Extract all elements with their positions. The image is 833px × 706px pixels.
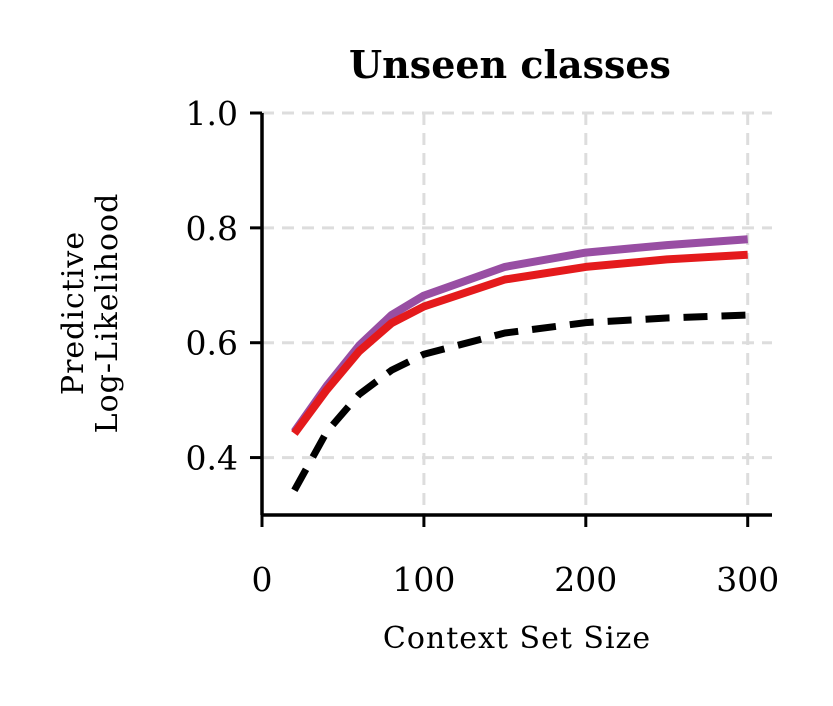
x-axis-label: Context Set Size (383, 621, 651, 656)
y-tick-label: 0.8 (186, 209, 238, 248)
series-layer (291, 235, 748, 492)
x-ticks: 0 100 200 300 (252, 515, 779, 599)
series-line-2 (291, 250, 748, 436)
series-line-3 (291, 311, 748, 492)
x-tick-label: 200 (554, 560, 617, 599)
y-axis-label-line2: Log-Likelihood (90, 193, 125, 434)
x-tick-label: 0 (252, 560, 273, 599)
y-tick-label: 1.0 (186, 94, 238, 133)
series-line-1 (291, 235, 748, 435)
chart-title: Unseen classes (349, 42, 671, 87)
x-tick-label: 100 (392, 560, 455, 599)
x-tick-label: 300 (716, 560, 779, 599)
y-ticks: 0.4 0.6 0.8 1.0 (186, 94, 262, 478)
grid (262, 111, 772, 515)
y-tick-label: 0.6 (186, 324, 238, 363)
y-tick-label: 0.4 (186, 439, 238, 478)
y-axis-label-line1: Predictive (56, 231, 91, 395)
axes (260, 113, 772, 517)
